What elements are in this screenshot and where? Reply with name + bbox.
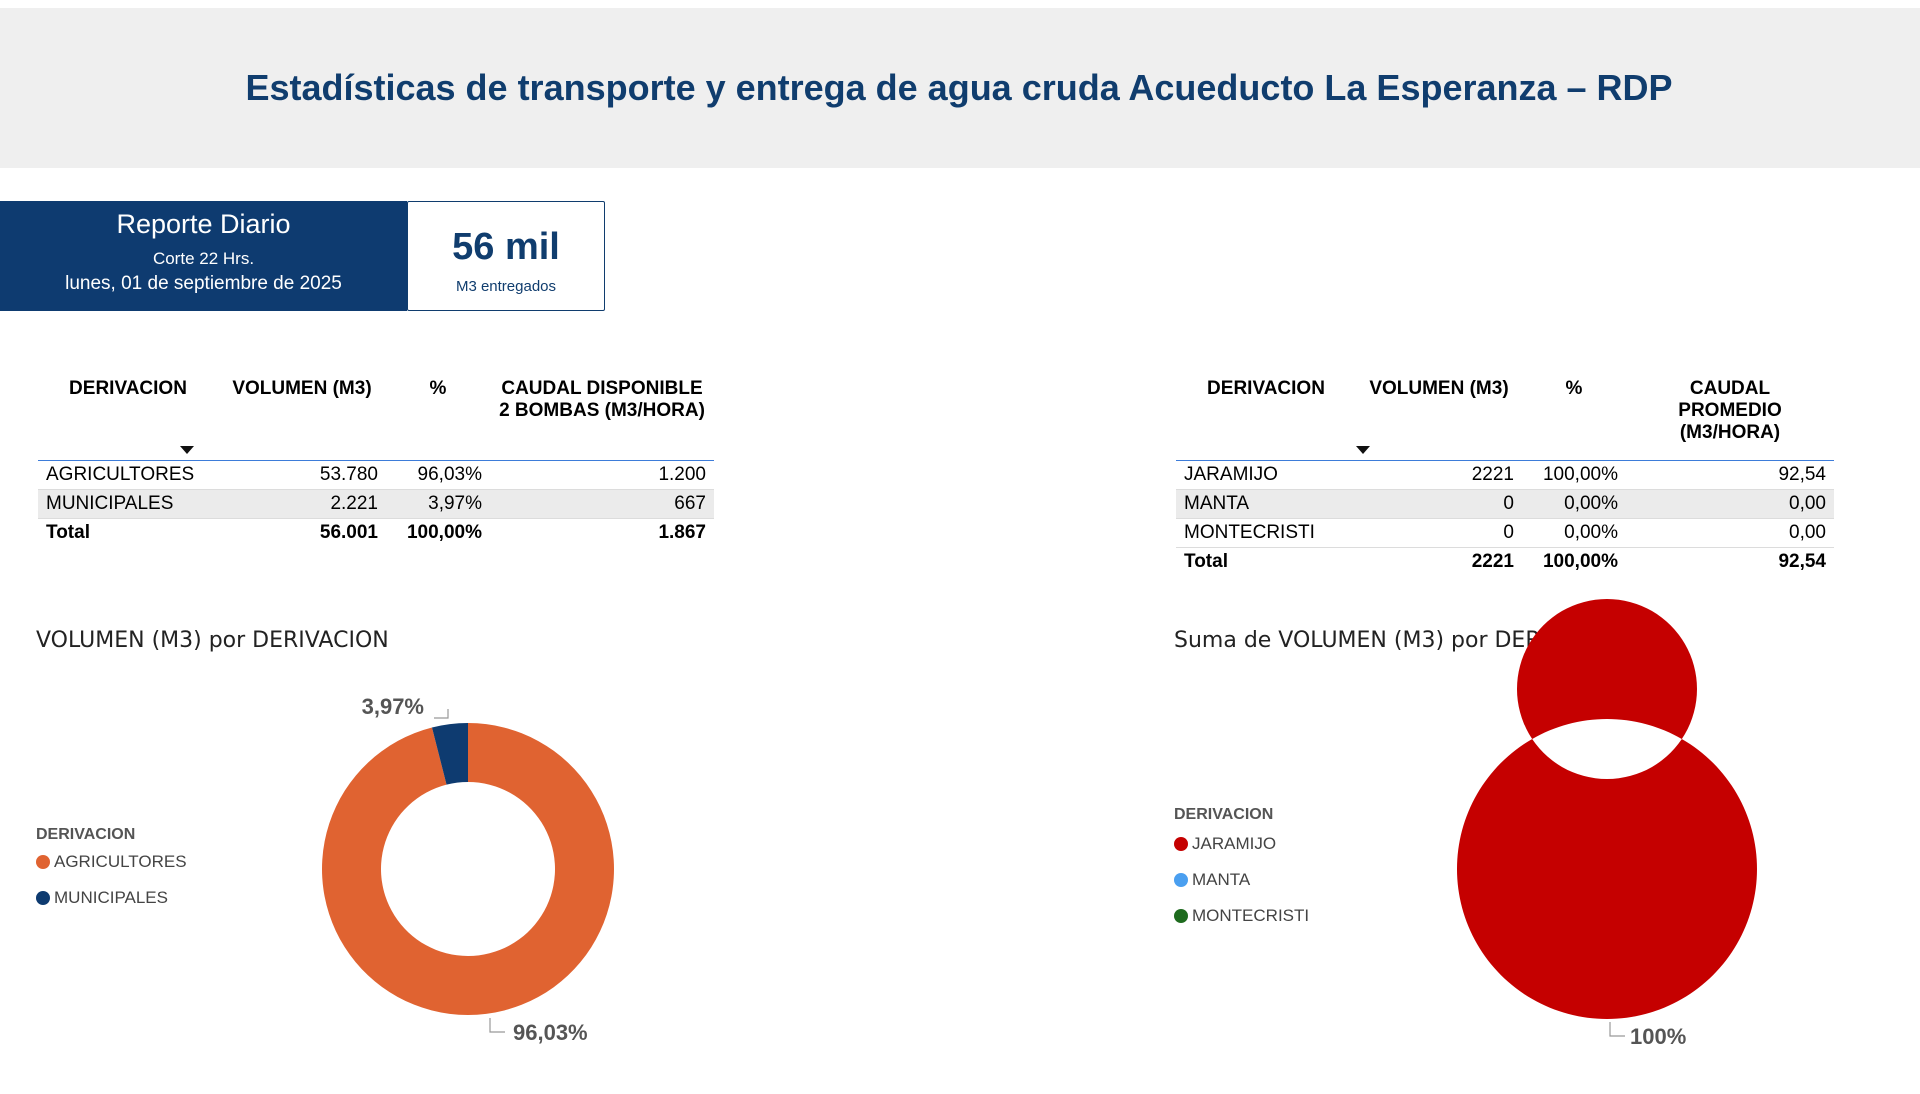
cell-total-percent: 100,00% (1522, 547, 1626, 576)
legend-dot-icon (1174, 909, 1188, 923)
label-leader-line (434, 709, 449, 719)
table-left: DERIVACION VOLUMEN (M3) % CAUDAL DISPONI… (38, 378, 714, 547)
cell-derivacion: AGRICULTORES (38, 460, 218, 490)
cell-total-percent: 100,00% (386, 518, 490, 547)
sort-desc-icon[interactable] (180, 446, 194, 454)
donut-slice-jaramijo[interactable] (1456, 599, 1757, 1020)
cell-total-caudal: 1.867 (490, 518, 714, 547)
report-date: lunes, 01 de septiembre de 2025 (65, 273, 342, 294)
legend-item-municipales[interactable]: MUNICIPALES (36, 888, 168, 908)
legend-item-jaramijo[interactable]: JARAMIJO (1174, 834, 1276, 854)
column-header-caudal[interactable]: CAUDAL PROMEDIO (M3/HORA) (1626, 378, 1834, 461)
cell-percent: 0,00% (1522, 518, 1626, 548)
cell-volumen: 2.221 (218, 489, 386, 519)
cell-volumen: 0 (1356, 489, 1522, 519)
label-leader-line (489, 1018, 505, 1033)
cell-caudal: 92,54 (1626, 460, 1834, 490)
legend-dot-icon (36, 855, 50, 869)
cell-volumen: 53.780 (218, 460, 386, 490)
table-row[interactable]: MONTECRISTI 0 0,00% 0,00 (1176, 518, 1834, 548)
cell-total-label: Total (1176, 547, 1356, 576)
table-row[interactable]: AGRICULTORES 53.780 96,03% 1.200 (38, 460, 714, 490)
sort-desc-icon[interactable] (1356, 446, 1370, 454)
legend-dot-icon (36, 891, 50, 905)
legend-item-manta[interactable]: MANTA (1174, 870, 1250, 890)
kpi-scorecard: 56 mil M3 entregados (407, 201, 605, 311)
cell-total-volumen: 2221 (1356, 547, 1522, 576)
report-title: Reporte Diario (116, 209, 291, 239)
cell-percent: 0,00% (1522, 489, 1626, 519)
cell-total-caudal: 92,54 (1626, 547, 1834, 576)
data-label: 100% (1630, 1024, 1686, 1049)
cell-caudal: 667 (490, 489, 714, 519)
column-header-percent[interactable]: % (1522, 378, 1626, 461)
table-total-row: Total 2221 100,00% 92,54 (1176, 547, 1834, 576)
report-cut-time: Corte 22 Hrs. (152, 249, 255, 268)
cell-caudal: 1.200 (490, 460, 714, 490)
table-row[interactable]: MANTA 0 0,00% 0,00 (1176, 489, 1834, 519)
cell-total-volumen: 56.001 (218, 518, 386, 547)
cell-derivacion: JARAMIJO (1176, 460, 1356, 490)
chart-title-left: VOLUMEN (M3) por DERIVACION (36, 628, 389, 653)
data-label: 96,03% (513, 1020, 588, 1045)
cell-caudal: 0,00 (1626, 489, 1834, 519)
legend-dot-icon (1174, 873, 1188, 887)
cell-percent: 3,97% (386, 489, 490, 519)
cell-derivacion: MUNICIPALES (38, 489, 218, 519)
header-band: Estadísticas de transporte y entrega de … (0, 8, 1920, 168)
column-header-caudal[interactable]: CAUDAL DISPONIBLE 2 BOMBAS (M3/HORA) (490, 378, 714, 461)
kpi-label: M3 entregados (455, 278, 557, 295)
daily-report-box: Reporte Diario Corte 22 Hrs. lunes, 01 d… (0, 201, 407, 311)
label-leader-line (1609, 1022, 1625, 1037)
page-title: Estadísticas de transporte y entrega de … (245, 67, 1673, 108)
cell-percent: 100,00% (1522, 460, 1626, 490)
data-label: 3,97% (362, 694, 424, 719)
cell-total-label: Total (38, 518, 218, 547)
table-total-row: Total 56.001 100,00% 1.867 (38, 518, 714, 547)
donut-slice-municipales[interactable] (431, 723, 468, 785)
column-header-derivacion[interactable]: DERIVACION (1176, 378, 1356, 461)
legend-dot-icon (1174, 837, 1188, 851)
donut-slice-agricultores[interactable] (321, 723, 614, 1015)
cell-volumen: 0 (1356, 518, 1522, 548)
column-header-percent[interactable]: % (386, 378, 490, 461)
column-header-volumen[interactable]: VOLUMEN (M3) (180, 378, 386, 461)
kpi-value: 56 mil (452, 226, 560, 268)
cell-percent: 96,03% (386, 460, 490, 490)
column-header-volumen[interactable]: VOLUMEN (M3) (1356, 378, 1522, 461)
table-row[interactable]: MUNICIPALES 2.221 3,97% 667 (38, 489, 714, 519)
legend-title-right: DERIVACION (1174, 806, 1274, 823)
cell-derivacion: MANTA (1176, 489, 1356, 519)
table-row[interactable]: JARAMIJO 2221 100,00% 92,54 (1176, 460, 1834, 490)
cell-derivacion: MONTECRISTI (1176, 518, 1356, 548)
cell-volumen: 2221 (1356, 460, 1522, 490)
cell-caudal: 0,00 (1626, 518, 1834, 548)
legend-item-agricultores[interactable]: AGRICULTORES (36, 852, 187, 872)
legend-item-montecristi[interactable]: MONTECRISTI (1174, 906, 1309, 926)
legend-title-left: DERIVACION (36, 826, 136, 843)
table-right: DERIVACION VOLUMEN (M3) % CAUDAL PROMEDI… (1176, 378, 1834, 576)
